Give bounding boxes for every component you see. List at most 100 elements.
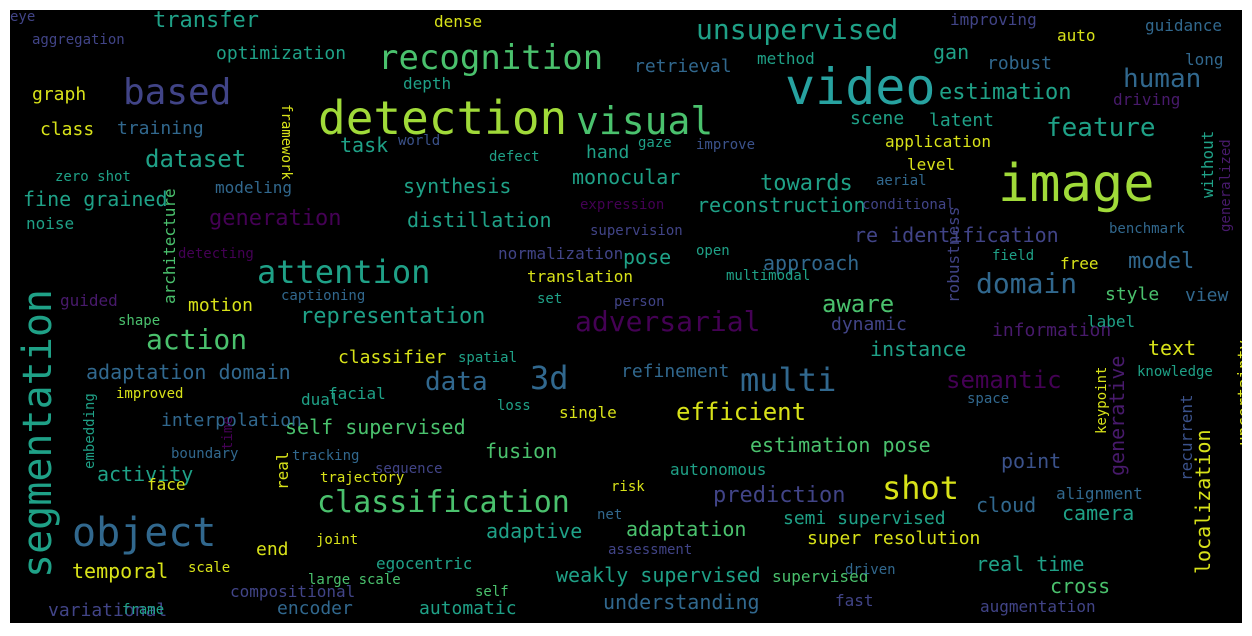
cloud-word: framework — [278, 104, 294, 180]
cloud-word: assessment — [608, 542, 693, 558]
cloud-word: image — [998, 154, 1155, 214]
cloud-word: training — [117, 118, 204, 139]
cloud-word: driven — [845, 562, 896, 578]
cloud-word: guided — [60, 291, 118, 310]
cloud-word: transfer — [153, 10, 259, 33]
cloud-word: re identification — [854, 223, 1059, 247]
cloud-word: time — [220, 416, 236, 450]
cloud-word: aggregation — [32, 32, 125, 48]
cloud-word: prediction — [713, 483, 846, 508]
cloud-word: benchmark — [1109, 221, 1185, 237]
cloud-word: improved — [116, 386, 184, 402]
cloud-word: generation — [209, 206, 342, 231]
cloud-word: dataset — [145, 145, 247, 173]
cloud-word: adaptation domain — [86, 360, 291, 384]
cloud-word: task — [340, 133, 389, 157]
cloud-word: auto — [1057, 26, 1096, 45]
cloud-word: estimation pose — [750, 433, 931, 457]
cloud-word: cross — [1050, 574, 1111, 598]
cloud-word: loss — [497, 398, 531, 414]
cloud-word: generative — [1105, 355, 1129, 476]
cloud-word: activity — [97, 462, 194, 486]
cloud-word: class — [40, 119, 95, 140]
cloud-word: egocentric — [376, 554, 473, 573]
cloud-word: generalized — [1218, 139, 1234, 232]
cloud-word: reconstruction — [697, 193, 866, 217]
cloud-word: conditional — [862, 197, 955, 213]
cloud-word: super resolution — [807, 528, 981, 549]
cloud-word: captioning — [281, 288, 366, 304]
cloud-word: set — [537, 291, 563, 307]
cloud-word: understanding — [603, 590, 760, 614]
cloud-word: large scale — [308, 572, 401, 588]
cloud-word: shot — [882, 469, 960, 507]
cloud-word: data — [425, 367, 488, 397]
cloud-word: supervision — [590, 223, 683, 239]
cloud-word: towards — [760, 171, 853, 196]
cloud-word: joint — [316, 532, 359, 548]
cloud-word: retrieval — [634, 56, 732, 77]
cloud-word: weakly supervised — [556, 563, 761, 587]
cloud-word: synthesis — [403, 174, 512, 198]
cloud-word: boundary — [171, 446, 239, 462]
cloud-word: domain — [976, 267, 1078, 300]
cloud-word: recurrent — [1177, 394, 1196, 481]
cloud-word: depth — [403, 74, 452, 93]
cloud-word: trajectory — [320, 470, 405, 486]
cloud-word: knowledge — [1137, 364, 1213, 380]
cloud-word: human — [1123, 64, 1202, 94]
cloud-word: eye — [10, 10, 36, 25]
cloud-word: frame — [122, 602, 165, 618]
cloud-word: refinement — [621, 361, 730, 382]
cloud-word: expression — [580, 197, 665, 213]
cloud-word: world — [398, 133, 441, 149]
cloud-word: dynamic — [831, 314, 907, 335]
cloud-word: field — [992, 248, 1035, 264]
cloud-word: adaptation — [626, 517, 747, 541]
cloud-word: sequence — [375, 461, 443, 477]
cloud-word: feature — [1046, 113, 1156, 143]
cloud-word: cloud — [976, 493, 1037, 517]
cloud-word: adversarial — [575, 305, 761, 338]
cloud-word: person — [614, 294, 665, 310]
cloud-word: single — [559, 403, 617, 422]
cloud-word: model — [1128, 249, 1195, 274]
cloud-word: defect — [489, 149, 540, 165]
cloud-word: compositional — [230, 582, 356, 601]
cloud-word: camera — [1062, 501, 1135, 525]
cloud-word: spatial — [458, 350, 518, 366]
cloud-word: adaptive — [486, 519, 583, 543]
cloud-word: level — [907, 155, 956, 174]
cloud-word: space — [967, 391, 1010, 407]
cloud-word: driving — [1113, 90, 1181, 109]
cloud-word: method — [757, 49, 815, 68]
cloud-word: dual — [301, 390, 340, 409]
cloud-word: recognition — [378, 38, 604, 78]
cloud-word: detection — [318, 91, 568, 145]
cloud-word: video — [785, 58, 936, 116]
cloud-word: robust — [987, 53, 1053, 74]
cloud-word: segmentation — [15, 289, 61, 578]
cloud-word: guidance — [1145, 16, 1223, 35]
cloud-word: visual — [576, 99, 714, 143]
cloud-word: free — [1060, 254, 1099, 273]
cloud-word: embedding — [82, 393, 98, 469]
cloud-word: risk — [611, 479, 645, 495]
cloud-word: gaze — [638, 135, 672, 151]
cloud-word: semi supervised — [783, 508, 946, 529]
cloud-word: unsupervised — [696, 13, 899, 46]
cloud-word: interpolation — [161, 410, 302, 431]
cloud-word: end — [256, 539, 289, 560]
cloud-word: localization — [1191, 429, 1215, 575]
cloud-word: efficient — [676, 398, 807, 426]
cloud-word: fast — [835, 591, 874, 610]
cloud-word: semantic — [946, 366, 1062, 394]
cloud-word: long — [1185, 50, 1224, 69]
cloud-word: real — [273, 451, 292, 490]
cloud-word: modeling — [215, 178, 293, 197]
cloud-word: based — [123, 72, 232, 113]
cloud-word: net — [597, 507, 623, 523]
cloud-word: pose — [623, 245, 672, 269]
cloud-word: self — [475, 584, 509, 600]
cloud-word: estimation — [939, 80, 1072, 105]
